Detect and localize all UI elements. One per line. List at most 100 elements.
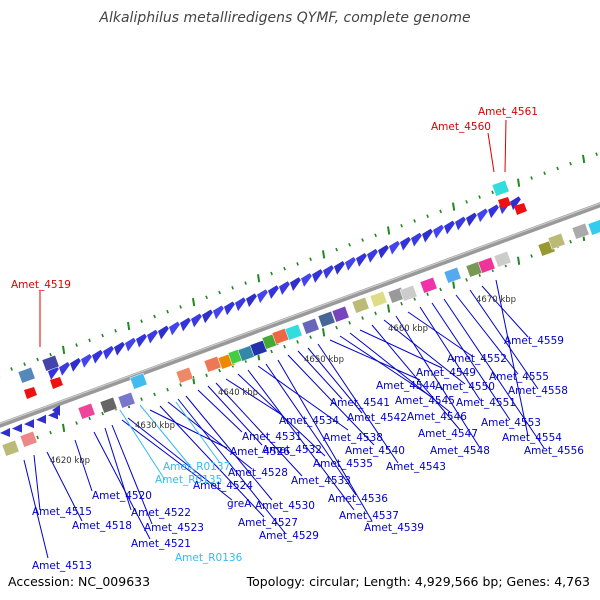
feature-label: Amet_4541 [330,397,390,409]
gene-arrow [477,208,488,223]
highlight-gene [24,387,37,399]
gene-arrow [345,257,356,271]
gene-arrow [422,228,433,243]
outer-tick-mark [218,290,221,295]
gene-arrow-reverse [12,423,22,433]
feature-label: Amet_4539 [364,522,424,534]
gene-arrow [466,212,477,227]
feature-label: Amet_4540 [345,445,405,457]
gene-arrow [81,353,92,368]
feature-label: Amet_4530 [255,500,315,512]
gene-arrow [59,362,70,376]
inner-tick-mark [101,411,104,416]
gene-block [117,391,136,409]
leader-line [407,311,473,357]
leader-line [121,419,204,482]
feature-label: Amet_4528 [228,467,288,479]
outer-tick-mark [426,214,429,218]
leader-line [33,454,41,511]
gene-block [41,354,60,372]
gene-block [19,430,38,448]
leader-line [297,350,343,400]
feature-label: Amet_4529 [259,530,319,542]
leader-line [431,302,511,421]
gene-arrow [147,329,158,344]
gene-block [1,439,20,457]
kbp-label: 4670 kbp [476,295,516,305]
gene-arrow [444,220,455,235]
leader-line [119,409,166,481]
gene-arrow [70,357,81,372]
inner-tick-mark [88,416,91,421]
leader-line [185,395,273,501]
feature-label: Amet_4522 [131,507,191,519]
inner-tick-mark [218,368,221,373]
gene-arrow [290,277,301,291]
feature-label: Amet_4560 [431,121,491,133]
outer-tick-mark [452,202,456,211]
gene-block [547,232,566,250]
gene-arrow [301,273,312,287]
leader-line [265,363,357,496]
outer-tick-mark [49,352,52,357]
outer-tick-mark [10,367,13,371]
inner-tick-mark [283,344,286,349]
inner-tick-mark [426,292,429,296]
leader-line [495,279,529,437]
outer-tick-mark [36,357,39,362]
gene-arrow [411,232,422,247]
leader-line [469,289,539,390]
inner-tick-mark [400,301,403,306]
feature-label: Amet_4558 [508,385,568,397]
kbp-label: 4630 kbp [135,421,175,431]
leader-line [127,417,233,501]
gene-arrow [180,317,191,332]
kbp-label: 4640 kbp [218,388,258,398]
gene-arrow [125,337,136,352]
inner-tick-mark [153,392,156,397]
gene-block [587,218,600,236]
gene-block [129,372,148,390]
leader-line [487,132,495,173]
gene-arrow [103,345,114,360]
leader-line [104,427,132,511]
gene-arrow [323,265,334,279]
outer-tick-mark [387,226,391,235]
gene-block [99,396,118,414]
outer-tick-mark [361,238,364,242]
feature-label: Amet_4561 [478,106,538,118]
feature-label: Amet_4535 [313,458,373,470]
feature-label: Amet_R0136 [175,552,243,564]
outer-tick-mark [244,281,247,285]
leader-line [111,424,153,525]
leader-line [167,401,253,470]
feature-label: Amet_4543 [386,461,446,473]
inner-tick-mark [387,304,391,313]
highlight-gene [50,377,63,389]
outer-tick-mark [335,247,338,252]
gene-block [399,284,418,302]
gene-arrow [433,224,444,239]
gene-arrow [224,301,235,316]
gene-arrow-reverse [52,405,60,416]
outer-tick-mark [166,309,169,314]
leader-line [419,306,481,401]
gene-arrow [191,313,202,328]
feature-label: Amet_4531 [242,431,302,443]
feature-label: Amet_4518 [72,520,132,532]
leader-line [329,339,421,381]
gene-arrow-reverse [24,419,34,429]
leader-line [247,369,355,511]
outer-tick-mark [23,362,26,366]
outer-tick-mark [595,152,598,156]
gene-arrow [257,289,268,304]
outer-tick-mark [140,319,143,324]
gene-block [419,276,438,294]
gene-block [77,402,96,420]
highlight-gene [498,197,511,209]
inner-tick-mark [179,383,182,387]
outer-tick-mark [569,161,572,166]
inner-tick-mark [569,239,572,244]
outer-tick-mark [114,328,117,333]
